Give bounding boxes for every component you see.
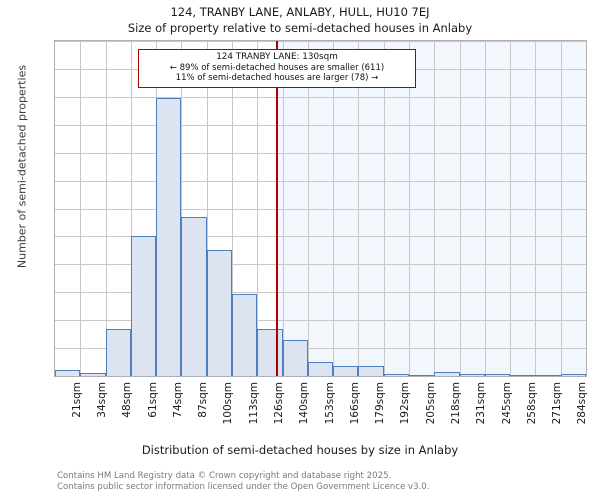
x-axis-tick-label: 258sqm [525, 382, 538, 425]
gridline-horizontal [55, 320, 586, 322]
histogram-bar [257, 328, 283, 376]
gridline-vertical [484, 41, 486, 376]
gridline-vertical [257, 41, 259, 376]
gridline-vertical [409, 41, 410, 376]
gridline-vertical [510, 41, 512, 376]
histogram-bar [80, 373, 106, 376]
x-axis-tick-label: 74sqm [171, 382, 184, 418]
histogram-bar [383, 374, 409, 376]
histogram-bar [307, 362, 334, 376]
gridline-vertical [130, 41, 132, 376]
gridline-horizontal [55, 152, 586, 154]
gridline-vertical [383, 41, 385, 376]
x-axis-tick-label: 48sqm [121, 382, 134, 418]
histogram-plot-area [54, 40, 587, 377]
x-axis-tick-label: 218sqm [449, 382, 462, 425]
histogram-bar [130, 236, 157, 376]
gridline-horizontal [55, 292, 586, 294]
y-axis-title: Number of semi-detached properties [15, 64, 29, 269]
annotation-line-3: 11% of semi-detached houses are larger (… [175, 73, 379, 83]
gridline-vertical [307, 41, 309, 376]
gridline-vertical [535, 41, 537, 376]
gridline-vertical [206, 41, 208, 376]
x-axis-tick-label: 61sqm [146, 382, 159, 418]
gridline-horizontal [55, 208, 586, 210]
gridline-vertical [434, 41, 436, 376]
property-size-marker-line [276, 41, 279, 376]
histogram-bar [409, 374, 435, 376]
gridline-vertical [181, 41, 183, 376]
x-axis-tick-label: 100sqm [222, 382, 235, 425]
histogram-bar [156, 98, 182, 376]
histogram-bar [55, 370, 81, 376]
gridline-vertical [358, 41, 360, 376]
histogram-bar [535, 374, 561, 376]
x-axis-tick-label: 192sqm [399, 382, 412, 425]
footer-line-2: Contains public sector information licen… [57, 482, 430, 492]
chart-subtitle: Size of property relative to semi-detach… [127, 21, 473, 35]
x-axis-tick-label: 153sqm [323, 382, 336, 425]
x-axis-tick-label: 179sqm [374, 382, 387, 425]
gridline-vertical [459, 41, 461, 376]
histogram-bar [434, 371, 460, 376]
histogram-bar [510, 374, 536, 376]
gridline-horizontal [55, 41, 586, 42]
x-axis-tick-label: 140sqm [298, 382, 311, 425]
x-axis-tick-label: 271sqm [551, 382, 564, 425]
gridline-horizontal [55, 124, 586, 126]
histogram-bar [105, 328, 131, 376]
x-axis-tick-label: 113sqm [247, 382, 260, 425]
histogram-bar [232, 293, 258, 376]
histogram-bar [181, 216, 207, 376]
x-axis-tick-label: 245sqm [500, 382, 513, 425]
gridline-vertical [105, 41, 107, 376]
page-title: 124, TRANBY LANE, ANLABY, HULL, HU10 7EJ [170, 5, 430, 19]
gridline-vertical [282, 41, 284, 376]
gridline-horizontal [55, 264, 586, 266]
histogram-bar [358, 366, 384, 376]
x-axis-tick-label: 126sqm [272, 382, 285, 425]
gridline-vertical [232, 41, 233, 376]
histogram-bar [282, 339, 308, 376]
footer-line-1: Contains HM Land Registry data © Crown c… [57, 471, 392, 481]
x-axis-tick-label: 166sqm [348, 382, 361, 425]
histogram-bar [333, 366, 359, 376]
histogram-bar [206, 250, 232, 376]
gridline-horizontal [55, 96, 586, 98]
gridline-horizontal [55, 348, 586, 350]
gridline-vertical [80, 41, 82, 376]
histogram-bar [484, 374, 511, 376]
histogram-bars [55, 41, 586, 376]
histogram-bar [560, 374, 586, 376]
gridline-horizontal [55, 236, 586, 238]
histogram-bar [459, 374, 485, 376]
x-axis-tick-label: 231sqm [475, 382, 488, 425]
chart-titles: 124, TRANBY LANE, ANLABY, HULL, HU10 7EJ… [0, 0, 600, 37]
x-axis-tick-label: 284sqm [576, 382, 589, 425]
x-axis-tick-label: 205sqm [424, 382, 437, 425]
x-axis-tick-label: 21sqm [70, 382, 83, 418]
gridline-vertical [560, 41, 562, 376]
annotation-line-2: ← 89% of semi-detached houses are smalle… [169, 62, 385, 73]
gridline-horizontal [55, 180, 586, 182]
annotation-box: 124 TRANBY LANE: 130sqm ← 89% of semi-de… [138, 49, 416, 88]
x-axis-tick-label: 34sqm [95, 382, 108, 418]
x-axis-title: Distribution of semi-detached houses by … [141, 443, 459, 457]
x-axis-tick-label: 87sqm [197, 382, 210, 418]
annotation-line-1: 124 TRANBY LANE: 130sqm [216, 52, 338, 62]
attribution-footer: Contains HM Land Registry data © Crown c… [57, 471, 429, 493]
gridline-vertical [333, 41, 335, 376]
